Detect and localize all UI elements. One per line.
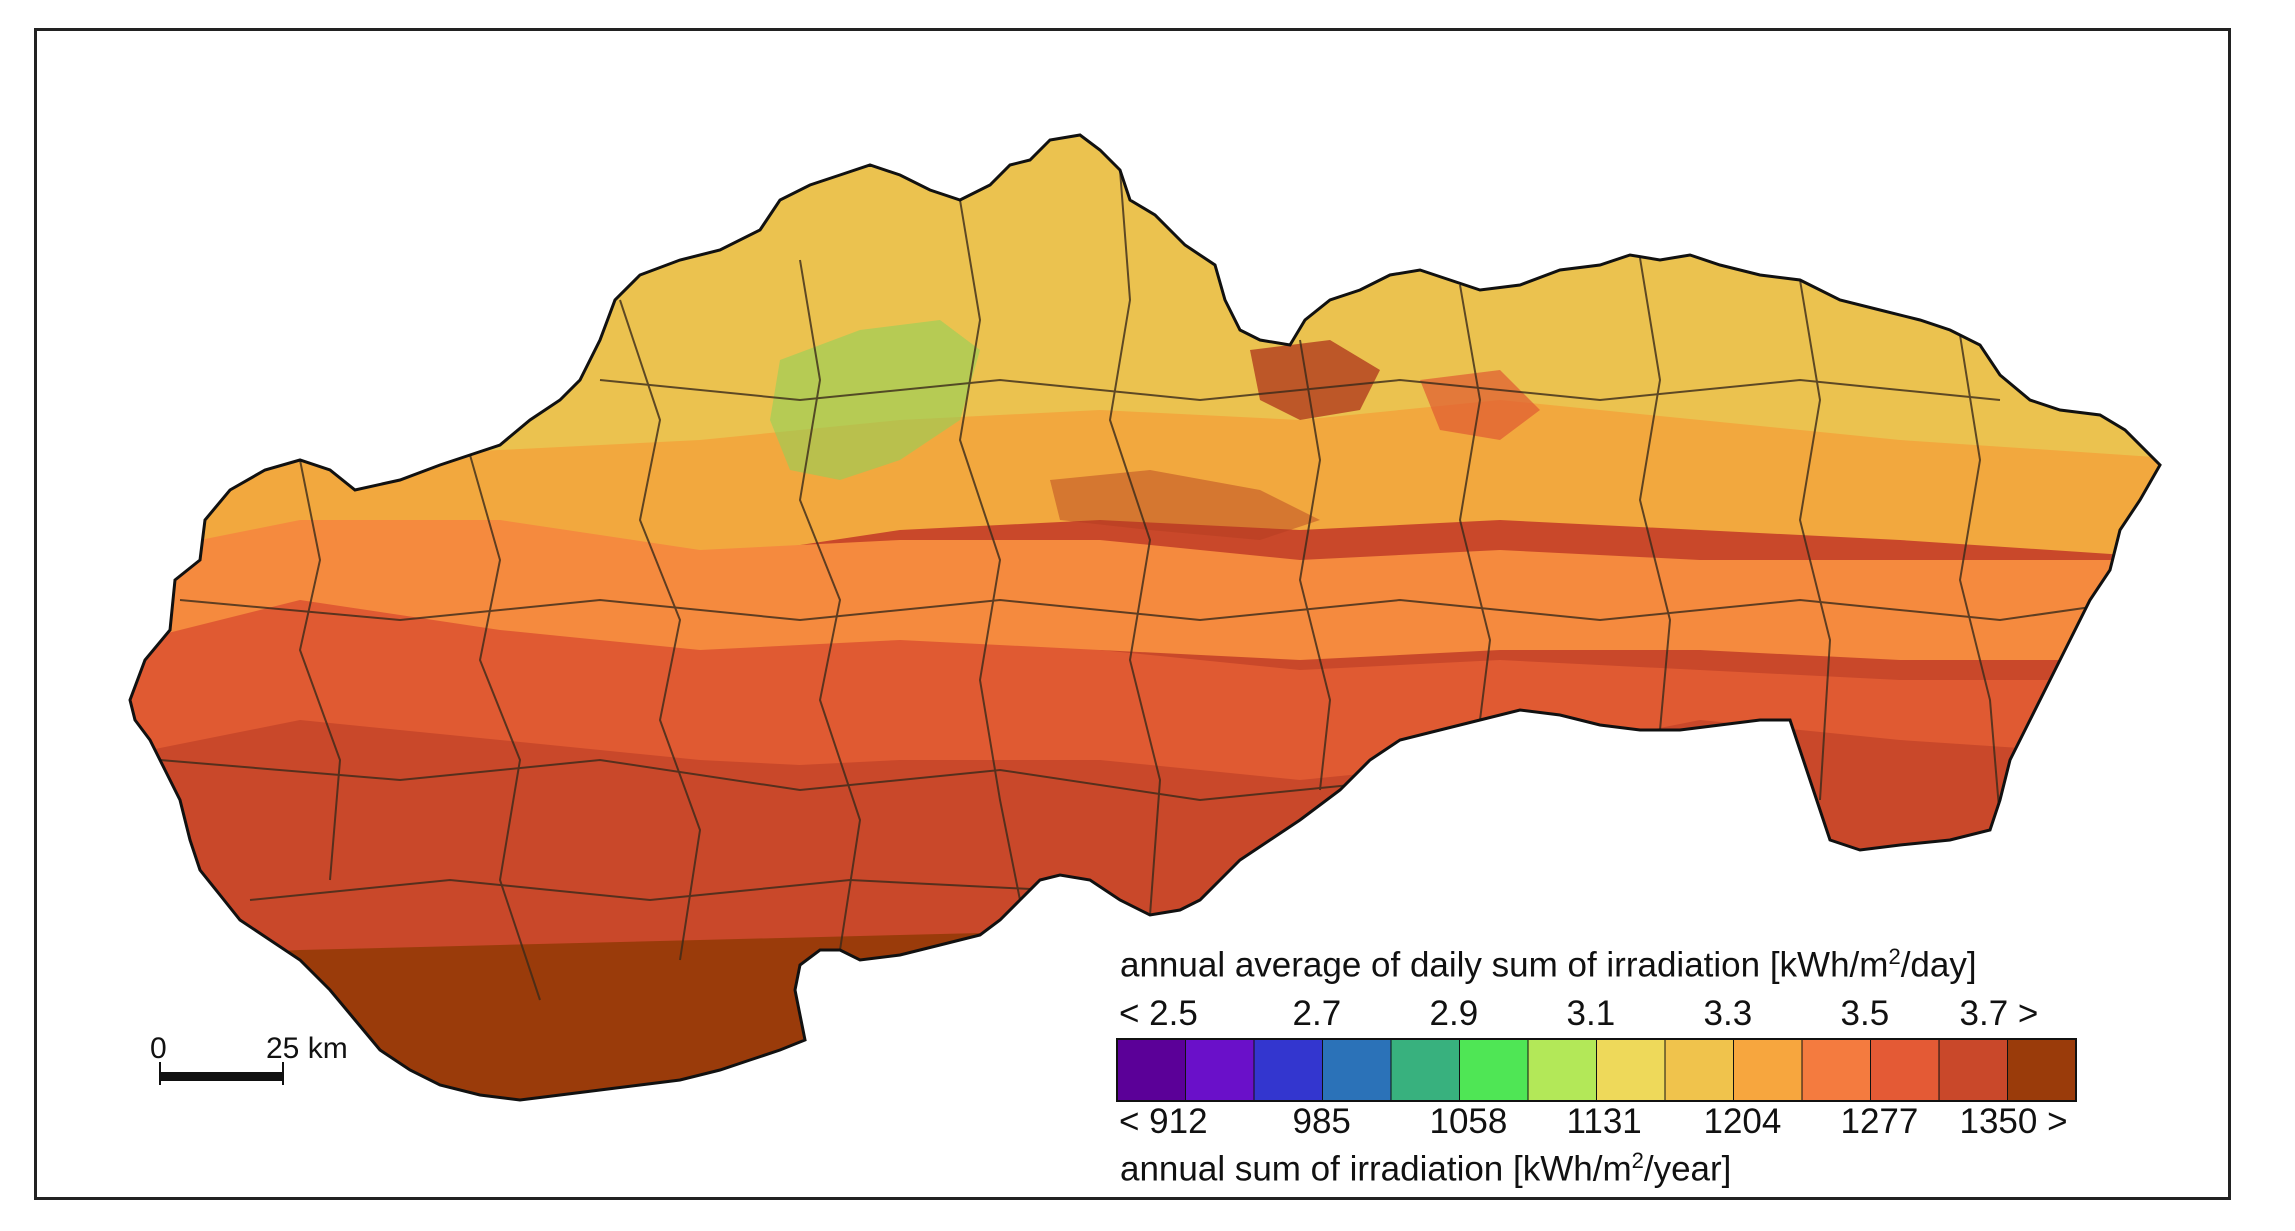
legend-color-cell (1322, 1038, 1392, 1102)
legend-color-cell (1596, 1038, 1666, 1102)
bottom-tick-label: 985 (1292, 1102, 1351, 1141)
legend-color-cell (1801, 1038, 1872, 1102)
legend-color-cell (2007, 1038, 2077, 1102)
legend-color-cell (1390, 1038, 1461, 1102)
top-tick-label: 3.3 (1703, 994, 1753, 1033)
irradiation-bands (130, 135, 2160, 1100)
scale-end-label: 25 km (266, 1032, 348, 1065)
legend-color-cell (1664, 1038, 1735, 1102)
top-tick-label: 3.1 (1566, 994, 1616, 1033)
top-tick-label: 3.7 > (1959, 994, 2039, 1033)
bottom-tick-label: 1277 (1840, 1102, 1919, 1141)
daily-legend-title: annual average of daily sum of irradiati… (1120, 944, 1977, 985)
legend-color-cell (1459, 1038, 1529, 1102)
annual-legend-title: annual sum of irradiation [kWh/m2/year] (1120, 1148, 1732, 1189)
top-tick-label: 2.7 (1292, 994, 1342, 1033)
legend-color-bar (1116, 1038, 2077, 1102)
bottom-tick-label: 1131 (1566, 1102, 1642, 1141)
bottom-tick-label: 1350 > (1959, 1102, 2068, 1141)
top-tick-label: < 2.5 (1119, 994, 1198, 1033)
legend-color-cell (1116, 1038, 1187, 1102)
legend-color-cell (1253, 1038, 1324, 1102)
top-tick-label: 2.9 (1429, 994, 1479, 1033)
legend-color-cell (1527, 1038, 1598, 1102)
bottom-tick-label: < 912 (1119, 1102, 1208, 1141)
legend-color-cell (1733, 1038, 1803, 1102)
bottom-tick-label: 1204 (1703, 1102, 1782, 1141)
legend-color-cell (1870, 1038, 1940, 1102)
top-tick-label: 3.5 (1840, 994, 1890, 1033)
scale-start-label: 0 (150, 1032, 167, 1065)
bottom-tick-label: 1058 (1429, 1102, 1508, 1141)
scale-bar (159, 1062, 284, 1085)
legend-color-cell (1185, 1038, 1255, 1102)
legend-color-cell (1938, 1038, 2009, 1102)
